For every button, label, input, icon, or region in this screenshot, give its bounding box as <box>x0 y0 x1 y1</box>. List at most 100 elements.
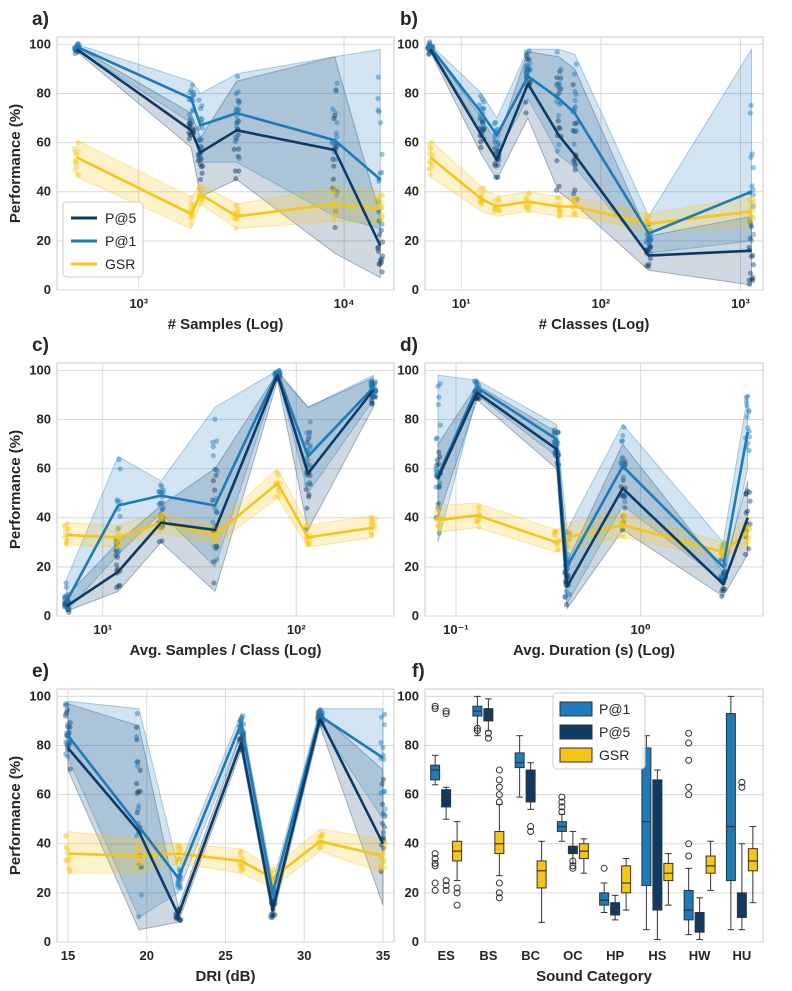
scatter-point-gsr <box>331 188 337 194</box>
scatter-point-p5 <box>187 120 193 127</box>
scatter-point-p1 <box>213 546 219 552</box>
scatter-point-p5 <box>159 538 165 544</box>
scatter-point-gsr <box>63 845 69 852</box>
scatter-point-gsr <box>574 196 580 202</box>
series-line-p5 <box>65 373 375 608</box>
scatter-point-p5 <box>426 51 432 57</box>
scatter-point-p1 <box>372 388 379 394</box>
scatter-point-gsr <box>66 858 72 864</box>
scatter-point-p5 <box>134 737 140 743</box>
y-tick-label: 40 <box>37 184 51 199</box>
scatter-point-p5 <box>556 90 562 96</box>
box-body <box>705 855 716 874</box>
scatter-point-p5 <box>434 462 440 468</box>
scatter-point-p1 <box>197 105 204 112</box>
scatter-point-p5 <box>236 736 242 742</box>
scatter-point-p5 <box>562 593 568 600</box>
scatter-point-p1 <box>134 710 140 717</box>
scatter-point-p5 <box>747 498 753 504</box>
scatter-point-gsr <box>380 858 387 865</box>
box-body <box>663 862 674 882</box>
scatter-point-p1 <box>572 161 578 167</box>
scatter-point-p5 <box>66 743 72 749</box>
scatter-point-p5 <box>620 519 627 525</box>
scatter-point-p5 <box>436 449 442 455</box>
scatter-point-p1 <box>317 708 323 715</box>
scatter-point-p5 <box>620 513 626 519</box>
scatter-point-gsr <box>137 861 144 867</box>
outlier-point <box>453 901 461 909</box>
scatter-point-gsr <box>188 221 194 227</box>
legend-label-p1: P@1 <box>105 233 137 249</box>
outlier-point <box>442 877 450 885</box>
scatter-point-gsr <box>570 198 576 204</box>
scatter-point-p1 <box>718 573 724 579</box>
scatter-point-gsr <box>427 160 434 167</box>
scatter-point-p5 <box>234 120 240 126</box>
scatter-point-p1 <box>375 96 381 102</box>
scatter-point-gsr <box>557 195 563 201</box>
scatter-point-p1 <box>750 165 756 171</box>
scatter-point-gsr <box>379 216 385 222</box>
scatter-point-gsr <box>113 539 119 545</box>
scatter-point-p1 <box>524 51 530 58</box>
scatter-point-p5 <box>137 788 143 795</box>
scatter-point-p5 <box>377 261 383 267</box>
scatter-point-gsr <box>496 198 502 204</box>
scatter-point-gsr <box>174 843 180 849</box>
scatter-point-p5 <box>749 276 755 282</box>
series-line-p1 <box>436 386 749 569</box>
scatter-point-p5 <box>380 253 386 259</box>
scatter-point-p5 <box>62 600 68 606</box>
scatter-point-gsr <box>316 834 322 840</box>
outlier-point <box>431 705 439 713</box>
scatter-point-p5 <box>160 517 166 523</box>
x-tick-label: 30 <box>297 948 311 963</box>
scatter-point-p5 <box>270 911 276 917</box>
outlier-point <box>431 879 439 887</box>
outlier-point <box>685 840 693 848</box>
scatter-point-p1 <box>380 744 386 751</box>
box-p5 <box>736 778 747 931</box>
scatter-point-gsr <box>276 473 282 479</box>
scatter-point-p1 <box>433 468 439 474</box>
x-tick-label: 10¹ <box>452 296 471 311</box>
scatter-point-gsr <box>748 199 754 205</box>
scatter-point-gsr <box>556 213 563 219</box>
scatter-point-p5 <box>563 602 570 608</box>
scatter-point-gsr <box>381 860 387 866</box>
scatter-point-p1 <box>233 91 239 97</box>
scatter-point-gsr <box>369 518 376 524</box>
scatter-point-p5 <box>160 515 166 521</box>
outlier-point <box>685 756 693 764</box>
scatter-point-gsr <box>304 542 310 548</box>
scatter-point-p5 <box>524 67 530 73</box>
scatter-point-p5 <box>306 429 313 435</box>
scatter-point-gsr <box>136 847 142 853</box>
scatter-point-p5 <box>381 845 387 851</box>
scatter-point-p5 <box>334 143 340 149</box>
scatter-point-gsr <box>382 840 389 846</box>
scatter-point-p1 <box>63 703 69 709</box>
box-body <box>567 845 578 855</box>
scatter-point-gsr <box>115 544 122 550</box>
panel-c: 0 20 40 60 80 100 10¹ 10² Avg. Samples / Class (… <box>7 335 395 659</box>
scatter-point-gsr <box>428 145 434 151</box>
scatter-point-gsr <box>719 552 726 558</box>
scatter-point-p1 <box>645 235 651 241</box>
x-axis-label: # Samples (Log) <box>168 316 284 333</box>
scatter-point-p5 <box>213 544 219 551</box>
outlier-point <box>527 823 535 831</box>
y-tick-label: 60 <box>37 135 51 150</box>
scatter-point-p1 <box>136 914 142 920</box>
ci-band-p1 <box>67 700 384 919</box>
scatter-point-p1 <box>214 557 220 563</box>
scatter-point-p5 <box>173 914 179 920</box>
scatter-point-p1 <box>239 715 245 721</box>
scatter-point-p5 <box>178 917 184 923</box>
scatter-point-gsr <box>558 212 564 218</box>
scatter-point-p5 <box>646 237 652 243</box>
scatter-point-gsr <box>232 216 238 222</box>
panel-label: b) <box>400 9 418 30</box>
scatter-point-gsr <box>135 857 141 864</box>
